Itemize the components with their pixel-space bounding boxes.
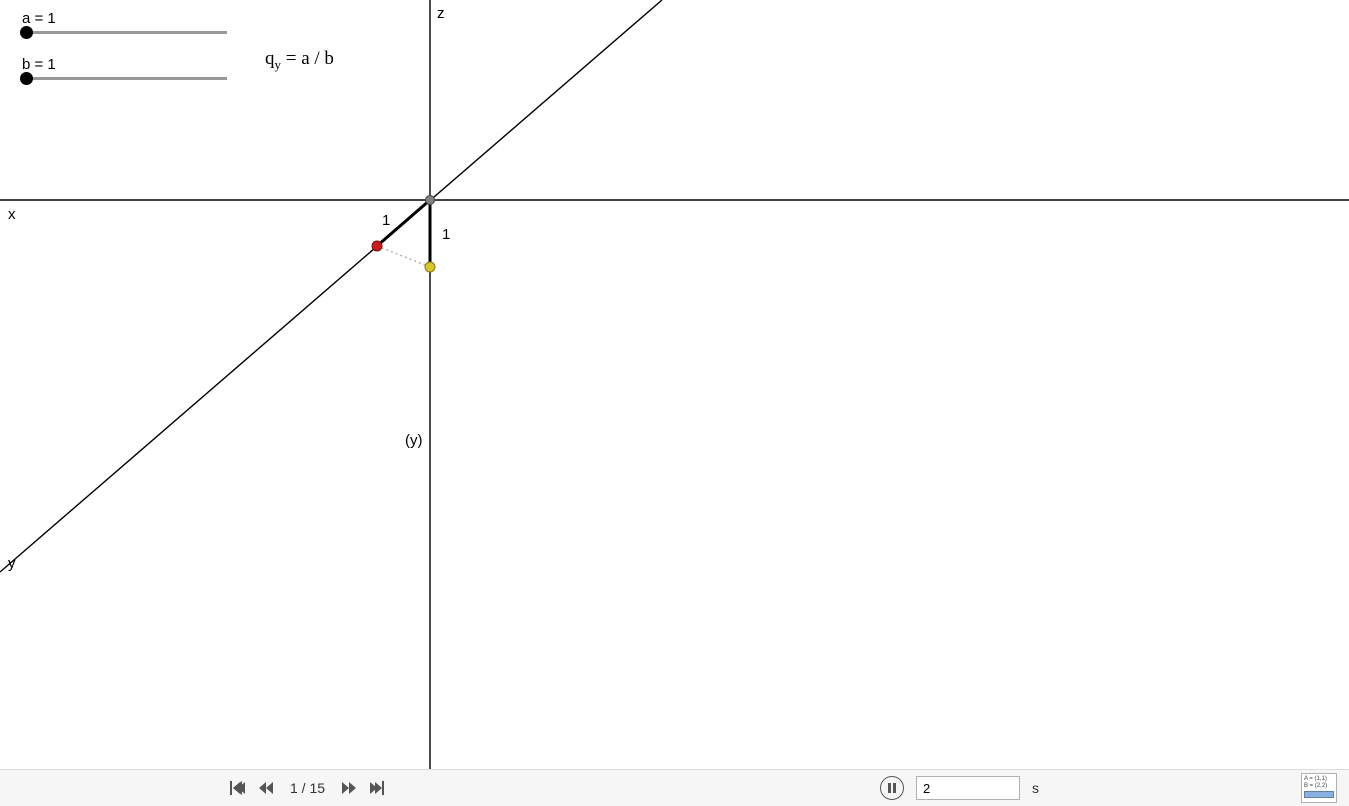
pause-button[interactable] — [880, 776, 904, 800]
first-step-button[interactable] — [230, 781, 246, 795]
slider-b-track[interactable] — [22, 77, 227, 80]
dotted-connector — [377, 246, 430, 267]
x-axis-label: x — [8, 206, 16, 223]
step-controls: 1 / 15 — [230, 780, 385, 796]
slider-a-thumb[interactable] — [20, 26, 33, 39]
construction-protocol-button[interactable]: A = (1,1)B = (2,2) — [1301, 773, 1337, 803]
geometry-canvas[interactable]: a = 1 b = 1 qy = a / b x z y (y) 1 1 — [0, 0, 1349, 770]
slider-a[interactable]: a = 1 — [22, 10, 227, 34]
formula-rest: = a / b — [281, 48, 334, 69]
slider-b-label: b = 1 — [22, 56, 227, 73]
y-axis-label: y — [8, 555, 16, 572]
unit-label-vert: 1 — [442, 226, 450, 243]
step-counter: 1 / 15 — [286, 780, 329, 796]
slider-b[interactable]: b = 1 — [22, 56, 227, 80]
red-point[interactable] — [372, 241, 382, 251]
z-axis-label: z — [437, 5, 445, 22]
last-step-button[interactable] — [369, 781, 385, 795]
slider-a-track[interactable] — [22, 31, 227, 34]
scene-svg — [0, 0, 1349, 770]
y-paren-label: (y) — [405, 432, 423, 449]
slider-a-label: a = 1 — [22, 10, 227, 27]
construction-navbar: 1 / 15 s A = (1,1)B = (2,2) — [0, 769, 1349, 806]
prev-step-button[interactable] — [258, 781, 274, 795]
playback-controls: s — [880, 776, 1039, 800]
origin-point[interactable] — [426, 196, 435, 205]
speed-unit-label: s — [1032, 780, 1039, 796]
formula-text[interactable]: qy = a / b — [265, 48, 334, 73]
yellow-point[interactable] — [425, 262, 435, 272]
next-step-button[interactable] — [341, 781, 357, 795]
slider-b-thumb[interactable] — [20, 72, 33, 85]
pause-icon — [887, 783, 897, 793]
y-axis — [0, 0, 662, 572]
speed-input[interactable] — [916, 776, 1020, 800]
unit-label-diag: 1 — [382, 212, 390, 229]
formula-q: q — [265, 48, 275, 69]
